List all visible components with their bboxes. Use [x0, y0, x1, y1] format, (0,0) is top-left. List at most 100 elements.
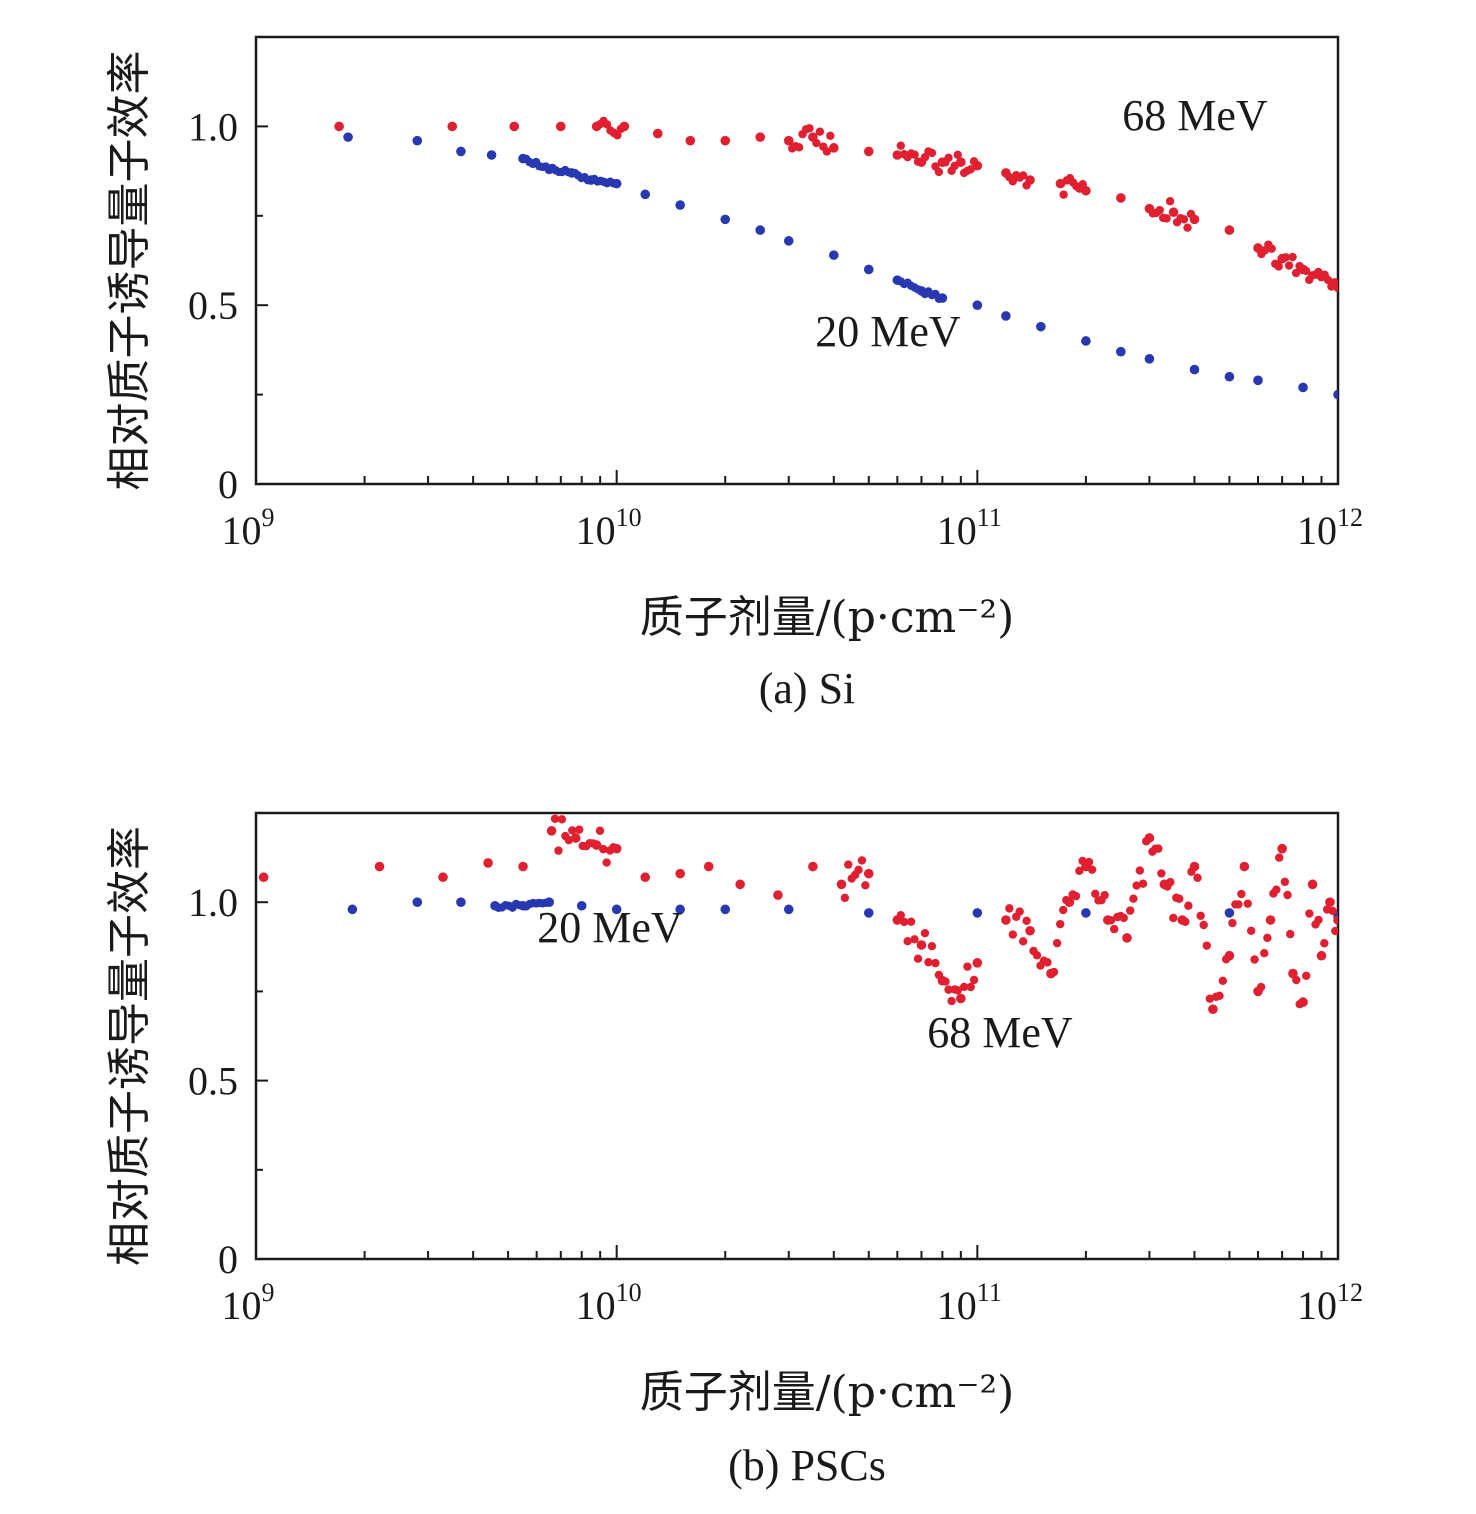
- data-point: [1307, 879, 1318, 890]
- data-point: [1102, 915, 1113, 925]
- y-tick-label: 0: [218, 1237, 238, 1282]
- data-point: [735, 879, 745, 890]
- data-point: [1184, 901, 1193, 910]
- data-point: [1288, 252, 1297, 262]
- data-point: [1155, 205, 1164, 215]
- data-point: [1055, 919, 1065, 929]
- data-point: [924, 958, 933, 967]
- data-point: [1036, 321, 1046, 332]
- data-point: [1253, 375, 1263, 386]
- data-point: [1189, 214, 1200, 225]
- data-point: [1059, 905, 1068, 915]
- data-point: [963, 962, 972, 971]
- data-point: [1239, 861, 1250, 872]
- series-20-mev: [343, 132, 1338, 400]
- data-point: [1237, 889, 1246, 899]
- data-point: [1081, 336, 1091, 346]
- data-point: [1001, 168, 1011, 178]
- data-point: [1001, 311, 1011, 321]
- data-point: [347, 904, 358, 915]
- data-point: [1126, 906, 1135, 915]
- data-point: [808, 132, 818, 142]
- data-point: [805, 124, 814, 133]
- panel-caption: (a) Si: [759, 664, 856, 713]
- data-point: [1091, 889, 1100, 899]
- x-tick-label: 1010: [576, 1278, 642, 1328]
- data-point: [1177, 915, 1188, 925]
- data-point: [490, 900, 500, 911]
- data-point: [1144, 354, 1155, 364]
- series-20-mev: [347, 897, 1338, 922]
- series-layer: [334, 116, 1338, 400]
- data-point: [969, 975, 979, 985]
- data-point: [861, 881, 870, 890]
- data-point: [916, 286, 927, 296]
- x-tick-label: 1012: [1297, 1278, 1363, 1328]
- data-point: [570, 833, 581, 843]
- data-point: [1298, 382, 1308, 393]
- data-point: [720, 214, 731, 225]
- data-point: [1224, 371, 1235, 382]
- data-point: [1277, 253, 1287, 264]
- data-point: [947, 996, 956, 1006]
- data-point: [913, 954, 923, 963]
- data-point: [486, 150, 497, 160]
- data-point: [1025, 925, 1035, 936]
- data-point: [953, 150, 962, 159]
- data-point: [1059, 190, 1068, 199]
- data-point: [1109, 924, 1119, 934]
- data-point: [783, 236, 794, 246]
- data-point: [1333, 389, 1338, 400]
- data-point: [1175, 894, 1184, 903]
- data-point: [1081, 861, 1091, 872]
- data-point: [815, 127, 825, 136]
- data-point: [1162, 214, 1171, 223]
- data-point: [412, 897, 423, 907]
- data-point: [1015, 907, 1024, 916]
- data-point: [1005, 904, 1014, 913]
- data-point: [773, 890, 783, 900]
- data-point: [1193, 873, 1202, 883]
- data-point: [972, 958, 983, 968]
- data-point: [544, 897, 554, 907]
- data-point: [703, 861, 714, 872]
- data-point: [1025, 175, 1035, 185]
- data-point: [829, 250, 839, 260]
- data-point: [595, 826, 605, 835]
- data-point: [937, 293, 948, 303]
- data-point: [1328, 906, 1337, 916]
- series-label: 20 MeV: [537, 903, 683, 952]
- data-point: [826, 131, 835, 141]
- data-point: [1224, 908, 1235, 918]
- data-point: [1018, 937, 1028, 946]
- data-point: [1179, 215, 1189, 224]
- series-label: 20 MeV: [815, 307, 961, 356]
- data-point: [910, 935, 919, 944]
- data-point: [863, 264, 874, 275]
- data-point: [937, 157, 948, 167]
- x-tick-label: 1010: [576, 503, 642, 553]
- data-point: [937, 975, 948, 986]
- data-point: [1116, 346, 1126, 357]
- data-point: [931, 958, 940, 968]
- data-point: [412, 135, 423, 146]
- y-axis-title: 相对质子诱导量子效率: [104, 51, 155, 491]
- data-point: [685, 135, 696, 146]
- data-point: [566, 168, 577, 178]
- data-point: [555, 121, 566, 132]
- data-point: [822, 147, 832, 156]
- data-point: [927, 941, 937, 951]
- data-point: [599, 845, 608, 854]
- data-point: [483, 858, 493, 868]
- data-point: [956, 157, 966, 167]
- data-point: [1135, 866, 1145, 875]
- data-point: [1274, 262, 1283, 271]
- data-point: [518, 153, 528, 164]
- data-point: [1284, 261, 1294, 270]
- data-point: [808, 861, 818, 872]
- data-point: [794, 143, 804, 152]
- data-point: [972, 160, 983, 171]
- data-point: [863, 908, 874, 918]
- data-point: [675, 868, 685, 879]
- data-point: [557, 815, 567, 824]
